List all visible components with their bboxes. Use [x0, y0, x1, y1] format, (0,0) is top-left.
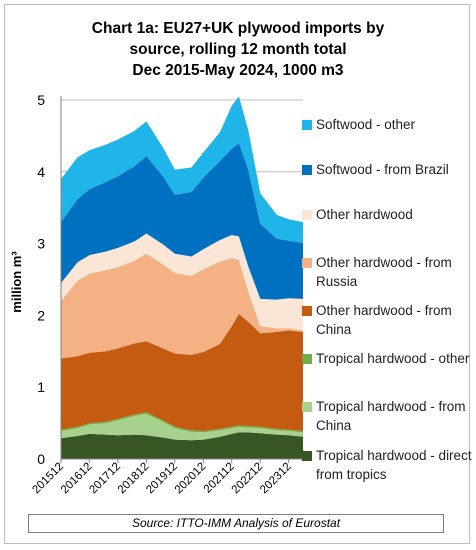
area-softwood-from-brazil	[61, 143, 303, 300]
area-tropical-hardwood-direct-from-tropics	[61, 432, 303, 459]
legend-label: Other hardwood - from China	[316, 303, 452, 337]
legend-label: Softwood - from Brazil	[316, 162, 449, 177]
x-tick-202012: 202012	[173, 461, 209, 497]
legend-swatch	[302, 258, 312, 268]
source-note: Source: ITTO-IMM Analysis of Eurostat	[28, 514, 444, 533]
x-tick-labels: 2015122016122017122018122019122020122021…	[30, 459, 294, 497]
legend-label: Softwood - other	[316, 117, 416, 132]
legend-swatch	[302, 306, 312, 316]
chart-title-line-2: source, rolling 12 month total	[129, 41, 347, 58]
legend-swatch	[302, 354, 312, 364]
legend-swatch	[302, 402, 312, 412]
area-softwood-other	[61, 96, 303, 243]
y-tick-1: 1	[37, 379, 45, 395]
area-other-hardwood-from-china	[61, 314, 303, 431]
y-tick-labels: 0 1 2 3 4 5	[37, 92, 45, 467]
area-tropical-hardwood-other	[61, 412, 303, 433]
area-series	[61, 96, 303, 459]
legend-swatch	[302, 451, 312, 461]
y-tick-4: 4	[37, 164, 45, 180]
legend-label: Other hardwood	[316, 207, 413, 222]
legend-label: Tropical hardwood - from China	[316, 399, 466, 433]
legend-swatch	[302, 210, 312, 220]
legend-label: Tropical hardwood - direct from tropics	[316, 448, 472, 482]
chart-title: Chart 1a: EU27+UK plywood imports by sou…	[0, 18, 476, 81]
y-axis-label: million m³	[9, 251, 24, 313]
legend-label: Tropical hardwood - other	[316, 351, 470, 366]
area-tropical-hardwood-from-china	[61, 413, 303, 441]
y-tick-5: 5	[37, 92, 45, 108]
x-tick-202312: 202312	[258, 461, 294, 497]
area-other-hardwood-from-russia	[61, 253, 303, 359]
chart-title-line-1: Chart 1a: EU27+UK plywood imports by	[91, 20, 385, 37]
legend-label: Other hardwood - from Russia	[316, 255, 452, 289]
chart-title-line-3: Dec 2015-May 2024, 1000 m3	[132, 62, 344, 79]
y-tick-0: 0	[37, 451, 45, 467]
axes	[60, 96, 303, 460]
area-other-hardwood	[61, 233, 303, 331]
y-tick-2: 2	[37, 307, 45, 323]
legend-swatch	[302, 165, 312, 175]
y-tick-3: 3	[37, 236, 45, 252]
legend-swatch	[302, 120, 312, 130]
